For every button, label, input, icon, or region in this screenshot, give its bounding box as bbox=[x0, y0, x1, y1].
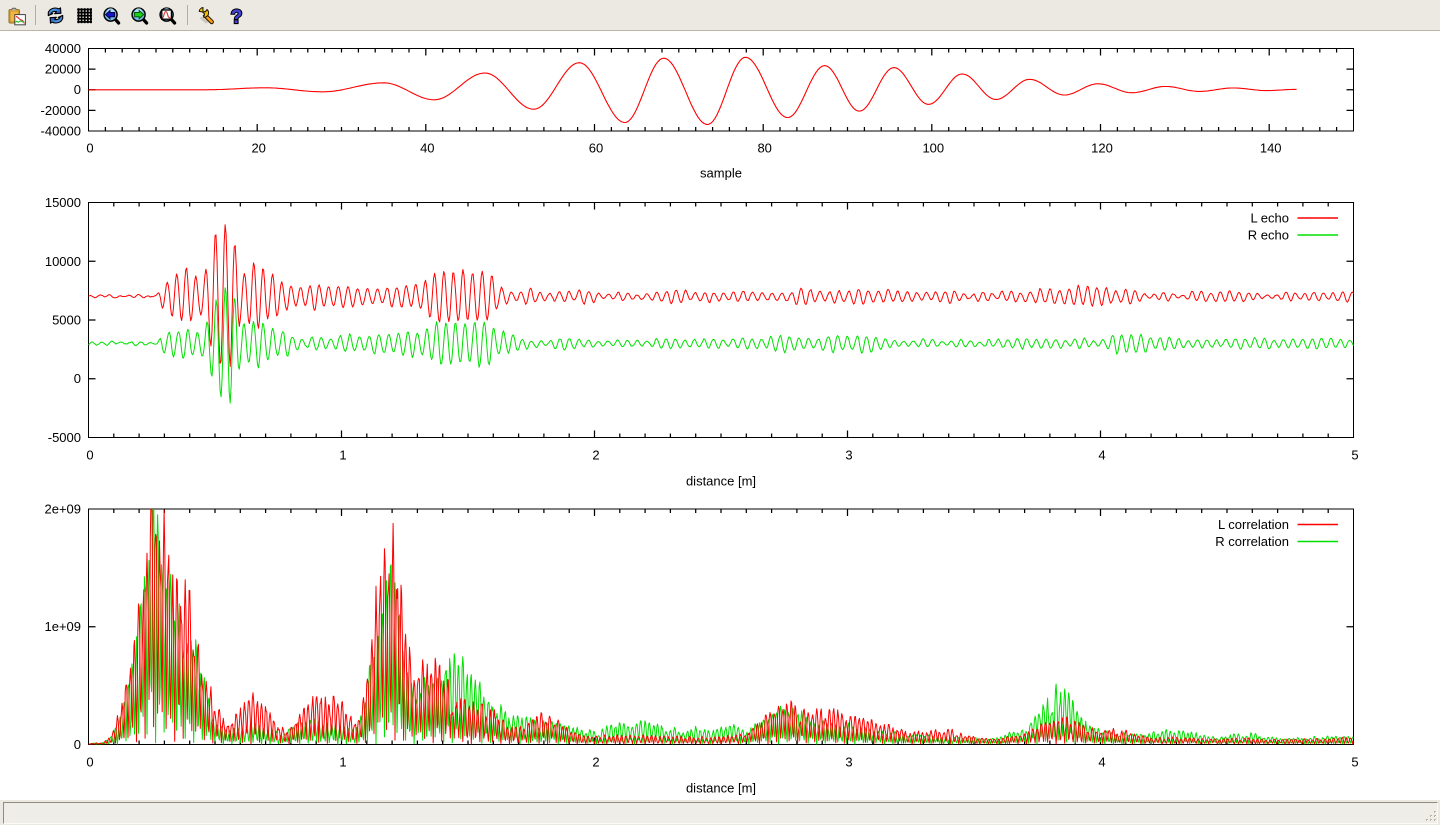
svg-text:40000: 40000 bbox=[45, 41, 81, 56]
svg-text:1e+09: 1e+09 bbox=[44, 619, 81, 634]
svg-text:2e+09: 2e+09 bbox=[44, 502, 81, 517]
svg-text:distance [m]: distance [m] bbox=[686, 781, 756, 796]
svg-text:L echo: L echo bbox=[1250, 211, 1289, 226]
svg-text:R correlation: R correlation bbox=[1215, 534, 1289, 549]
svg-text:distance [m]: distance [m] bbox=[686, 474, 756, 489]
svg-text:10000: 10000 bbox=[45, 254, 81, 269]
svg-text:3: 3 bbox=[845, 755, 852, 770]
svg-text:0: 0 bbox=[74, 737, 81, 752]
svg-text:20: 20 bbox=[251, 141, 265, 156]
svg-text:120: 120 bbox=[1091, 141, 1113, 156]
svg-text:?: ? bbox=[231, 7, 243, 27]
svg-text:20000: 20000 bbox=[45, 62, 81, 77]
svg-text:40: 40 bbox=[420, 141, 434, 156]
svg-text:0: 0 bbox=[86, 141, 93, 156]
svg-text:-40000: -40000 bbox=[41, 124, 81, 139]
svg-text:0: 0 bbox=[86, 755, 93, 770]
svg-text:0: 0 bbox=[74, 371, 81, 386]
svg-text:2: 2 bbox=[592, 755, 599, 770]
svg-text:sample: sample bbox=[700, 166, 742, 181]
svg-text:100: 100 bbox=[922, 141, 944, 156]
svg-text:1: 1 bbox=[339, 448, 346, 463]
svg-text:4: 4 bbox=[1098, 755, 1105, 770]
svg-text:0: 0 bbox=[86, 448, 93, 463]
svg-text:-20000: -20000 bbox=[41, 103, 81, 118]
svg-text:5: 5 bbox=[1351, 448, 1358, 463]
svg-text:60: 60 bbox=[589, 141, 603, 156]
svg-text:15000: 15000 bbox=[45, 195, 81, 210]
svg-text:L correlation: L correlation bbox=[1218, 517, 1289, 532]
svg-text:80: 80 bbox=[757, 141, 771, 156]
svg-text:5: 5 bbox=[1351, 755, 1358, 770]
svg-text:4: 4 bbox=[1098, 448, 1105, 463]
svg-text:R echo: R echo bbox=[1248, 228, 1289, 243]
svg-text:5000: 5000 bbox=[52, 313, 81, 328]
svg-text:3: 3 bbox=[845, 448, 852, 463]
svg-text:2: 2 bbox=[592, 448, 599, 463]
svg-text:140: 140 bbox=[1260, 141, 1282, 156]
svg-text:-5000: -5000 bbox=[48, 430, 81, 445]
svg-text:0: 0 bbox=[74, 82, 81, 97]
svg-text:?: ? bbox=[231, 7, 243, 27]
svg-text:1: 1 bbox=[339, 755, 346, 770]
